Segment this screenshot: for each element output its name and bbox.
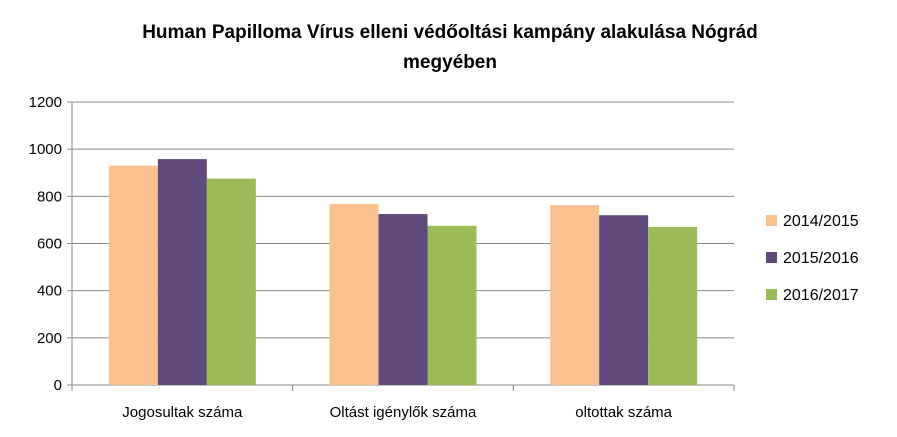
- x-category-label: Jogosultak száma: [122, 404, 243, 421]
- bar: [550, 205, 600, 385]
- chart-title: Human Papilloma Vírus elleni védőoltási …: [142, 22, 758, 73]
- legend-label: 2015/2016: [783, 250, 859, 267]
- y-tick-label: 400: [37, 283, 62, 300]
- y-tick-label: 800: [37, 188, 62, 205]
- legend-label: 2016/2017: [783, 287, 859, 304]
- y-tick-label: 600: [37, 236, 62, 253]
- y-tick-label: 200: [37, 330, 62, 347]
- legend-label: 2014/2015: [783, 213, 859, 230]
- y-tick-label: 1200: [29, 94, 62, 111]
- chart-title-line-1: Human Papilloma Vírus elleni védőoltási …: [142, 22, 758, 43]
- bar: [157, 159, 207, 385]
- bar: [108, 165, 158, 385]
- bars: [108, 159, 698, 385]
- bar: [378, 214, 428, 385]
- axis-labels: 0 200 400 600 800 1000 1200 Jogosultak száma Olt…: [29, 94, 673, 421]
- y-tick-label: 0: [54, 377, 62, 394]
- x-category-label: oltottak száma: [575, 404, 672, 421]
- chart-title-line-2: megyében: [403, 52, 497, 73]
- y-tick-label: 1000: [29, 141, 62, 158]
- bar: [427, 225, 477, 385]
- legend-swatch: [766, 252, 777, 263]
- x-category-label: Oltást igénylők száma: [330, 404, 477, 421]
- legend: 2014/2015 2015/2016 2016/2017: [766, 213, 859, 304]
- legend-swatch: [766, 215, 777, 226]
- bar: [648, 226, 698, 385]
- bar: [329, 203, 379, 385]
- bar: [599, 215, 649, 385]
- legend-swatch: [766, 289, 777, 300]
- bar: [206, 178, 256, 385]
